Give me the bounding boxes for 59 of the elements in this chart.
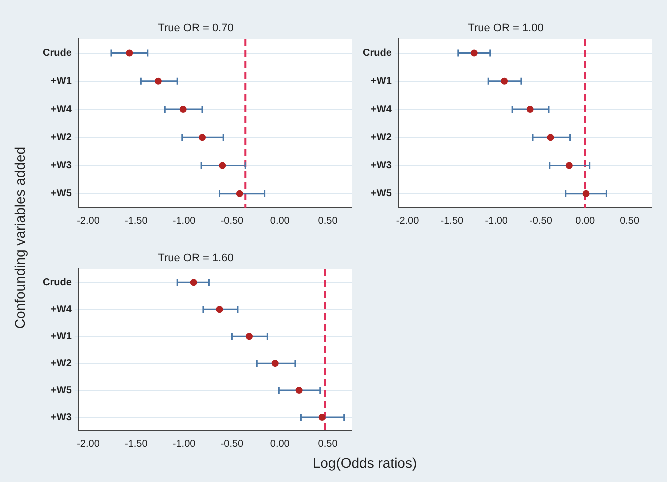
point xyxy=(318,414,326,422)
y-tick-label: Crude xyxy=(42,277,72,288)
point xyxy=(216,306,224,314)
point xyxy=(272,360,279,368)
x-tick-label: -1.00 xyxy=(172,216,196,227)
x-tick-label: -2.00 xyxy=(77,216,100,227)
y-tick-label: +W3 xyxy=(51,160,72,172)
point xyxy=(180,106,187,114)
y-tick-label: Crude xyxy=(42,48,72,60)
point xyxy=(526,106,534,114)
x-tick-label: 0.00 xyxy=(270,438,290,450)
point xyxy=(236,190,244,198)
point xyxy=(470,50,478,57)
y-tick-label: +W3 xyxy=(371,160,392,172)
x-tick-label: -1.00 xyxy=(485,216,508,227)
point xyxy=(126,50,134,57)
y-tick-label: +W5 xyxy=(51,385,72,396)
x-tick-label: -0.50 xyxy=(530,216,553,227)
chart-title: True OR = 1.60 xyxy=(158,252,234,265)
point xyxy=(154,78,162,85)
point xyxy=(547,134,554,142)
x-tick-label: -1.50 xyxy=(440,216,464,227)
y-tick-label: +W5 xyxy=(371,188,392,200)
y-tick-label: +W1 xyxy=(51,331,72,342)
x-tick-label: -2.00 xyxy=(77,438,100,450)
point xyxy=(219,162,226,170)
y-tick-label: +W2 xyxy=(51,132,72,144)
chart-title: True OR = 1.00 xyxy=(468,22,544,35)
y-tick-label: +W4 xyxy=(371,104,392,116)
x-tick-label: -0.50 xyxy=(220,438,244,450)
x-tick-label: -2.00 xyxy=(396,216,420,227)
x-tick-label: 0.50 xyxy=(318,438,338,450)
x-tick-label: -0.50 xyxy=(220,216,244,227)
x-tick-label: 0.00 xyxy=(270,216,290,227)
point xyxy=(199,134,206,142)
point xyxy=(246,333,253,340)
x-axis-title: Log(Odds ratios) xyxy=(312,455,418,471)
x-tick-label: -1.50 xyxy=(124,216,148,227)
y-tick-label: Crude xyxy=(362,48,392,60)
y-axis-title: Confounding variables added xyxy=(12,146,28,332)
point xyxy=(582,190,590,198)
y-tick-label: +W1 xyxy=(371,76,392,88)
y-tick-label: +W5 xyxy=(51,188,72,200)
x-tick-label: -1.00 xyxy=(172,438,196,450)
y-tick-label: +W4 xyxy=(51,304,72,316)
y-tick-label: +W3 xyxy=(51,412,72,424)
point xyxy=(566,162,573,170)
y-tick-label: +W2 xyxy=(371,132,392,144)
point xyxy=(501,78,508,85)
chart-title: True OR = 0.70 xyxy=(158,22,234,35)
y-tick-label: +W4 xyxy=(51,104,72,116)
x-tick-label: -1.50 xyxy=(124,438,148,450)
y-tick-label: +W2 xyxy=(51,358,72,370)
y-tick-label: +W1 xyxy=(51,76,72,88)
point xyxy=(296,387,303,394)
x-tick-label: 0.50 xyxy=(318,216,338,227)
x-tick-label: 0.50 xyxy=(620,216,640,227)
x-tick-label: 0.00 xyxy=(576,216,596,227)
point xyxy=(190,279,198,286)
